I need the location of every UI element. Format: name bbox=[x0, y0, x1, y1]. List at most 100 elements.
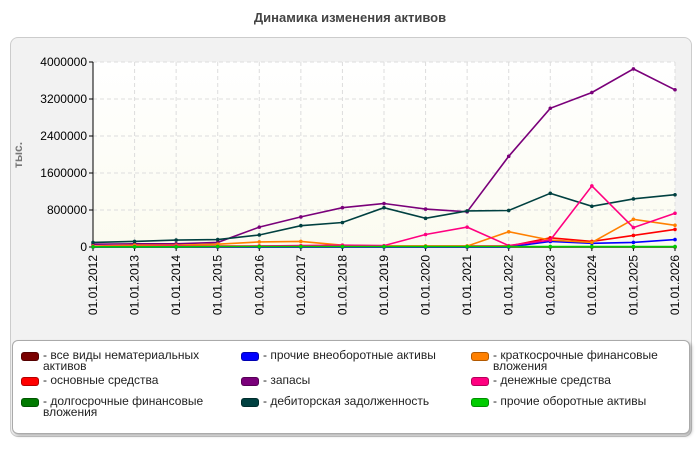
legend-item: - прочие оборотные активы bbox=[471, 394, 681, 408]
y-tick-label: 2400000 bbox=[40, 129, 87, 143]
legend-swatch bbox=[21, 398, 39, 407]
legend-swatch bbox=[241, 377, 259, 386]
data-point bbox=[631, 233, 636, 238]
legend-swatch bbox=[471, 352, 489, 361]
data-point bbox=[299, 244, 303, 249]
legend-label: - денежные средства bbox=[493, 373, 611, 387]
x-tick-label: 01.01.2021 bbox=[460, 255, 474, 315]
x-tick-label: 01.01.2020 bbox=[419, 255, 433, 315]
legend-item: - краткосрочные финансовые вложения bbox=[471, 348, 681, 373]
data-point bbox=[465, 209, 469, 213]
data-point bbox=[548, 191, 553, 196]
data-point bbox=[382, 201, 386, 206]
x-tick-label: 01.01.2019 bbox=[377, 255, 391, 315]
data-point bbox=[506, 244, 511, 249]
data-point bbox=[631, 240, 636, 245]
legend-item: - денежные средства bbox=[471, 373, 681, 387]
x-tick-label: 01.01.2025 bbox=[626, 255, 640, 315]
data-point bbox=[548, 244, 553, 249]
data-point bbox=[590, 240, 594, 245]
data-point bbox=[590, 90, 594, 95]
data-point bbox=[257, 240, 262, 244]
legend: - все виды нематериальных активов - основ… bbox=[12, 340, 690, 434]
x-tick-label: 01.01.2023 bbox=[543, 255, 557, 315]
data-point bbox=[257, 233, 262, 237]
y-tick-labels: 0 800000 1600000 2400000 3200000 4000000 bbox=[40, 55, 87, 254]
data-point bbox=[91, 240, 95, 245]
data-point bbox=[631, 217, 636, 222]
legend-label: - запасы bbox=[263, 373, 311, 387]
legend-label: - долгосрочные финансовые вложения bbox=[43, 394, 204, 419]
data-point bbox=[132, 239, 137, 244]
data-point bbox=[257, 244, 262, 249]
legend-label: - краткосрочные финансовые вложения bbox=[493, 348, 658, 373]
data-point bbox=[631, 244, 636, 249]
data-point bbox=[299, 215, 303, 219]
data-point bbox=[673, 244, 677, 249]
legend-item: - прочие внеоборотные активы bbox=[241, 349, 456, 361]
data-point bbox=[673, 223, 677, 228]
legend-item: - дебиторская задолженность bbox=[241, 394, 456, 408]
x-tick-label: 01.01.2012 bbox=[86, 255, 100, 315]
series-5 bbox=[91, 191, 677, 245]
x-tick-label: 01.01.2018 bbox=[335, 255, 349, 315]
x-tick-label: 01.01.2013 bbox=[128, 255, 142, 315]
data-point bbox=[673, 211, 677, 216]
data-point bbox=[506, 229, 511, 234]
x-tick-labels: 01.01.2012 01.01.2013 01.01.2014 01.01.2015… bbox=[86, 255, 682, 315]
legend-label: - дебиторская задолженность bbox=[263, 394, 430, 408]
data-point bbox=[174, 238, 178, 242]
data-point bbox=[340, 205, 345, 210]
legend-label: - все виды нематериальных активов bbox=[43, 348, 200, 373]
legend-label: - основные средства bbox=[43, 373, 159, 387]
y-tick-label: 4000000 bbox=[40, 55, 87, 69]
legend-swatch bbox=[471, 377, 489, 386]
legend-label: - прочие оборотные активы bbox=[493, 394, 647, 408]
series-4 bbox=[91, 67, 677, 247]
data-point bbox=[673, 237, 677, 242]
data-point bbox=[340, 244, 345, 249]
data-point bbox=[91, 244, 95, 249]
data-point bbox=[548, 106, 553, 111]
data-point bbox=[590, 204, 594, 209]
data-point bbox=[423, 244, 428, 249]
legend-item: - долгосрочные финансовые вложения bbox=[21, 394, 236, 419]
data-point bbox=[382, 205, 386, 210]
data-point bbox=[631, 67, 636, 71]
data-point bbox=[215, 237, 220, 242]
legend-swatch bbox=[241, 352, 259, 361]
y-tick-label: 0 bbox=[80, 240, 87, 254]
data-point bbox=[299, 239, 303, 244]
data-point bbox=[382, 244, 386, 249]
series-lines bbox=[91, 67, 677, 249]
legend-item: - основные средства bbox=[21, 373, 236, 387]
y-axis-label: тыс. bbox=[11, 142, 25, 168]
x-tick-label: 01.01.2024 bbox=[585, 255, 599, 315]
data-point bbox=[215, 244, 220, 249]
y-tick-label: 1600000 bbox=[40, 166, 87, 180]
legend-swatch bbox=[21, 377, 39, 386]
chart-title: Динамика изменения активов bbox=[253, 10, 447, 25]
data-point bbox=[590, 184, 594, 188]
data-point bbox=[423, 232, 428, 237]
data-point bbox=[590, 244, 594, 249]
data-point bbox=[423, 207, 428, 211]
data-point bbox=[506, 208, 511, 213]
legend-swatch bbox=[21, 352, 39, 361]
x-tick-label: 01.01.2022 bbox=[502, 255, 516, 315]
y-tick-label: 3200000 bbox=[40, 92, 87, 106]
x-tick-label: 01.01.2014 bbox=[169, 255, 183, 315]
data-point bbox=[631, 197, 636, 201]
data-point bbox=[465, 244, 469, 249]
data-point bbox=[174, 244, 178, 249]
legend-swatch bbox=[241, 398, 259, 407]
data-point bbox=[423, 216, 428, 221]
x-tick-label: 01.01.2017 bbox=[294, 255, 308, 315]
x-tick-label: 01.01.2026 bbox=[668, 255, 682, 315]
data-point bbox=[465, 225, 469, 229]
data-point bbox=[132, 244, 137, 249]
x-tick-label: 01.01.2015 bbox=[211, 255, 225, 315]
data-point bbox=[506, 154, 511, 159]
legend-swatch bbox=[471, 398, 489, 407]
data-point bbox=[631, 225, 636, 230]
